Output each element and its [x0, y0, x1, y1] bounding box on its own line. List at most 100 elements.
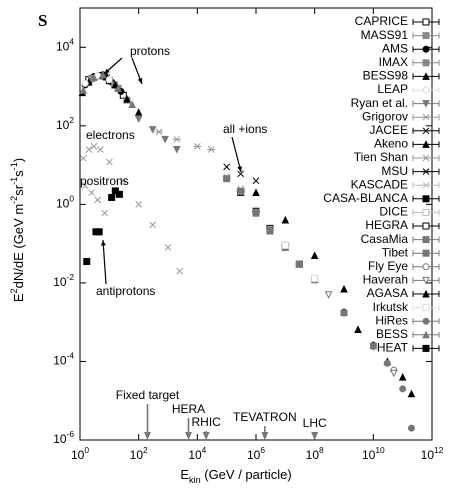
legend-label: Fly Eye — [368, 259, 408, 273]
data-point — [134, 115, 143, 124]
arrow-head — [261, 432, 269, 440]
legend-marker — [422, 168, 430, 175]
arrow-head — [185, 432, 193, 440]
data-point — [266, 226, 274, 234]
x-tick-label: 106 — [247, 445, 265, 462]
data-point — [407, 424, 415, 432]
arrow-head — [137, 78, 143, 84]
x-tick-label: 1010 — [362, 445, 385, 462]
legend-label: BESS98 — [363, 69, 409, 83]
data-point — [237, 188, 245, 196]
data-point — [311, 274, 319, 282]
data-point — [111, 80, 120, 89]
data-point — [281, 241, 289, 249]
legend-label: Grigorov — [362, 109, 408, 123]
legend-label: CAPRICE — [355, 14, 408, 28]
data-point — [223, 163, 231, 171]
arrow-head — [237, 166, 242, 172]
legend-label: CASA-BLANCA — [323, 191, 408, 205]
legend-label: Ryan et al. — [351, 96, 408, 110]
annotation: all +ions — [223, 122, 267, 136]
x-axis-label: Ekin (GeV / particle) — [180, 467, 291, 485]
data-point — [108, 193, 116, 201]
legend-label: IMAX — [379, 55, 408, 69]
data-point — [115, 190, 123, 198]
data-point — [95, 228, 103, 236]
legend-label: Tibet — [382, 245, 409, 259]
legend-marker — [422, 32, 430, 40]
legend-marker — [422, 208, 430, 216]
data-point — [383, 359, 391, 367]
legend-label: Irkutsk — [373, 300, 409, 314]
accelerator-label: LHC — [303, 416, 327, 430]
data-point — [99, 70, 107, 79]
data-point — [399, 385, 407, 393]
data-point — [79, 154, 87, 162]
data-point — [81, 79, 89, 87]
legend-label: BESS — [376, 327, 408, 341]
data-point — [176, 267, 184, 275]
accelerator-label: TEVATRON — [233, 410, 297, 424]
legend-label: AGASA — [367, 286, 408, 300]
legend-marker — [422, 18, 430, 26]
legend-label: DICE — [379, 205, 408, 219]
data-point — [90, 142, 98, 150]
data-point — [134, 108, 143, 116]
data-point — [148, 126, 157, 134]
y-axis-label: E2dN/dE (GeV m-2sr-1s-1) — [9, 158, 26, 302]
data-point — [281, 215, 290, 224]
legend-marker — [422, 59, 430, 67]
legend-marker — [422, 181, 430, 189]
legend-label: HEAT — [377, 341, 409, 355]
data-point — [369, 343, 377, 351]
legend-marker — [422, 330, 430, 339]
legend-label: MSU — [381, 164, 408, 178]
data-point — [123, 94, 131, 103]
data-point — [105, 76, 113, 84]
legend-label: HEGRA — [365, 218, 408, 232]
legend-marker — [422, 154, 430, 162]
arrow-head — [101, 240, 106, 246]
data-point — [398, 372, 407, 381]
legend-label: HiRes — [375, 313, 408, 327]
x-tick-label: 102 — [130, 445, 148, 462]
accelerator-label: Fixed target — [116, 388, 180, 402]
data-point — [354, 325, 362, 334]
x-tick-label: 1012 — [421, 445, 444, 462]
y-tick-label: 100 — [56, 194, 74, 211]
data-point — [237, 170, 245, 178]
data-point — [310, 251, 319, 259]
y-tick-label: 10-4 — [53, 351, 74, 368]
legend-marker — [422, 249, 430, 257]
data-point — [119, 177, 127, 185]
arrow-head — [311, 432, 319, 440]
y-tick-label: 10-6 — [53, 429, 74, 446]
data-point — [105, 158, 113, 166]
data-point — [340, 309, 348, 317]
y-tick-label: 10-2 — [53, 272, 74, 289]
data-point — [97, 146, 104, 153]
legend-marker — [422, 72, 430, 80]
x-tick-label: 104 — [188, 445, 206, 462]
data-point — [340, 284, 348, 293]
annotation: positrons — [80, 174, 129, 188]
legend-marker — [422, 86, 430, 94]
annotation: protons — [130, 44, 170, 58]
legend-marker — [422, 344, 430, 352]
legend-marker — [422, 100, 430, 108]
data-point — [83, 258, 91, 266]
annotation-arrow — [231, 136, 242, 173]
data-point — [164, 244, 172, 251]
annotation-arrow — [102, 239, 107, 285]
x-tick-label: 100 — [71, 445, 89, 462]
legend-marker — [422, 127, 430, 135]
data-point — [252, 177, 260, 185]
legend-marker — [422, 236, 430, 244]
data-point — [324, 291, 333, 299]
legend-marker — [422, 289, 430, 298]
legend-label: AMS — [382, 41, 408, 55]
x-tick-label: 108 — [306, 445, 324, 462]
data-point — [407, 389, 416, 398]
data-point — [79, 86, 88, 94]
legend-marker — [422, 317, 430, 325]
